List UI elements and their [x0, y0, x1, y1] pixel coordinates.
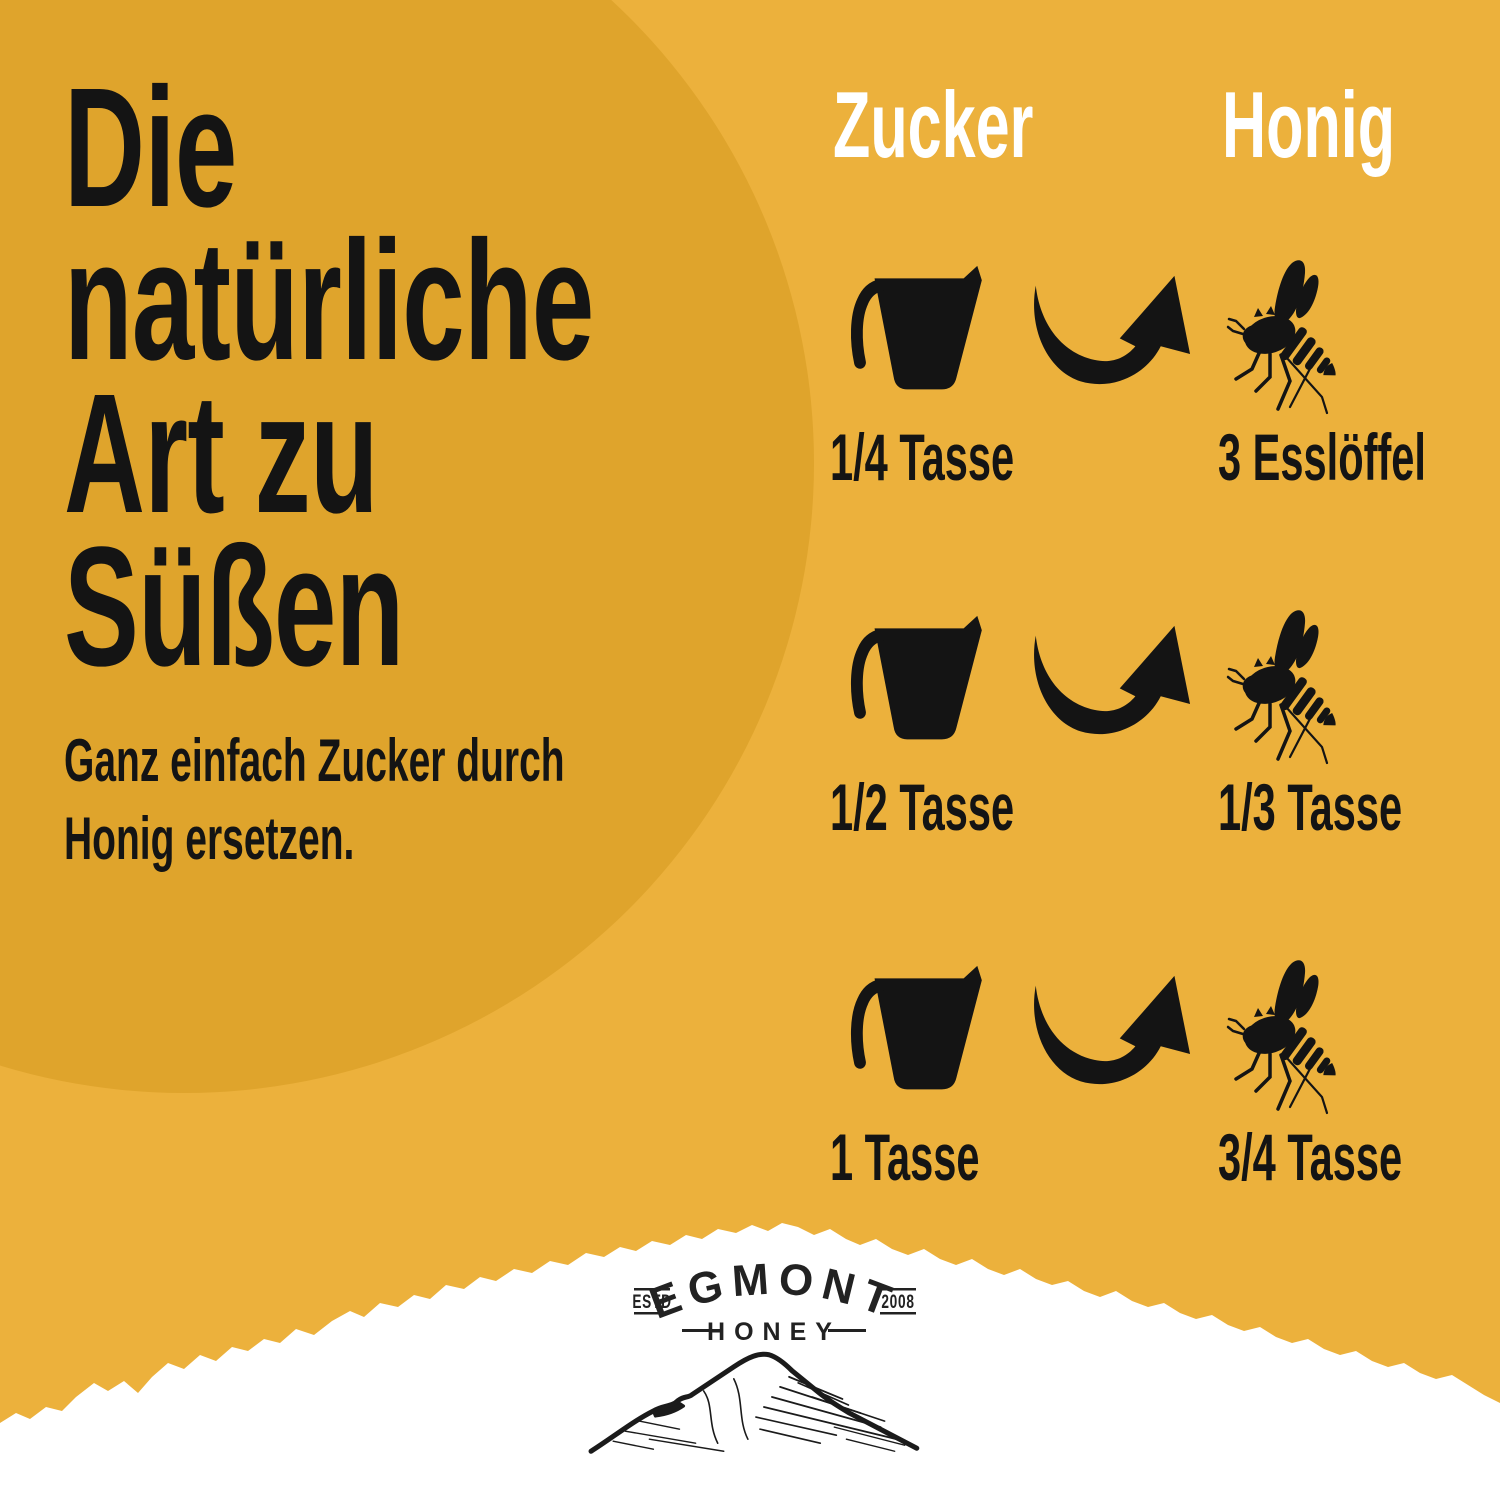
column-header-honig: Honig: [1222, 72, 1396, 177]
measuring-jug-icon: [840, 963, 990, 1097]
torn-paper-edge: [0, 1223, 1500, 1500]
curved-arrow-icon: [1026, 622, 1192, 749]
svg-text:ESTD: ESTD: [632, 1291, 671, 1313]
logo-dash-right: [828, 1329, 866, 1332]
conversion-row: 1 Tasse 3/4 Tasse: [0, 955, 1500, 1305]
conversion-row: 1/4 Tasse 3 Esslöffel: [0, 255, 1500, 605]
bee-icon: [1226, 607, 1352, 782]
subtitle-line: Honig ersetzen.: [64, 805, 355, 872]
subtitle: Ganz einfach Zucker durch Honig ersetzen…: [64, 722, 834, 878]
conversion-row: 1/2 Tasse 1/3 Tasse: [0, 605, 1500, 955]
logo-year: 2008: [880, 1288, 916, 1315]
curved-arrow-icon: [1026, 972, 1192, 1099]
title-line: Die: [64, 53, 237, 243]
column-header-zucker: Zucker: [833, 72, 1034, 177]
egmont-honey-logo: ESTD 2008 EGMONT HONEY: [632, 1258, 916, 1346]
title-line: Süßen: [64, 512, 404, 702]
measuring-jug-icon: [840, 263, 990, 397]
bee-icon: [1226, 257, 1352, 432]
title-line: natürliche: [64, 206, 594, 396]
page-title: Die natürliche Art zu Süßen: [64, 53, 866, 702]
subtitle-line: Ganz einfach Zucker durch: [64, 727, 565, 794]
honey-amount: 3 Esslöffel: [1218, 420, 1426, 494]
sugar-amount: 1 Tasse: [830, 1120, 980, 1194]
curved-arrow-icon: [1026, 272, 1192, 399]
logo-dash-left: [682, 1329, 720, 1332]
logo-word: HONEY: [707, 1318, 841, 1346]
honey-amount: 1/3 Tasse: [1218, 770, 1403, 844]
sugar-amount: 1/2 Tasse: [830, 770, 1015, 844]
bee-icon: [1226, 957, 1352, 1132]
svg-text:2008: 2008: [881, 1291, 914, 1313]
measuring-jug-icon: [840, 613, 990, 747]
sugar-amount: 1/4 Tasse: [830, 420, 1015, 494]
title-line: Art zu: [64, 359, 379, 549]
honey-amount: 3/4 Tasse: [1218, 1120, 1403, 1194]
mountain-sketch: [588, 1351, 920, 1454]
logo-estd: ESTD: [632, 1288, 671, 1315]
